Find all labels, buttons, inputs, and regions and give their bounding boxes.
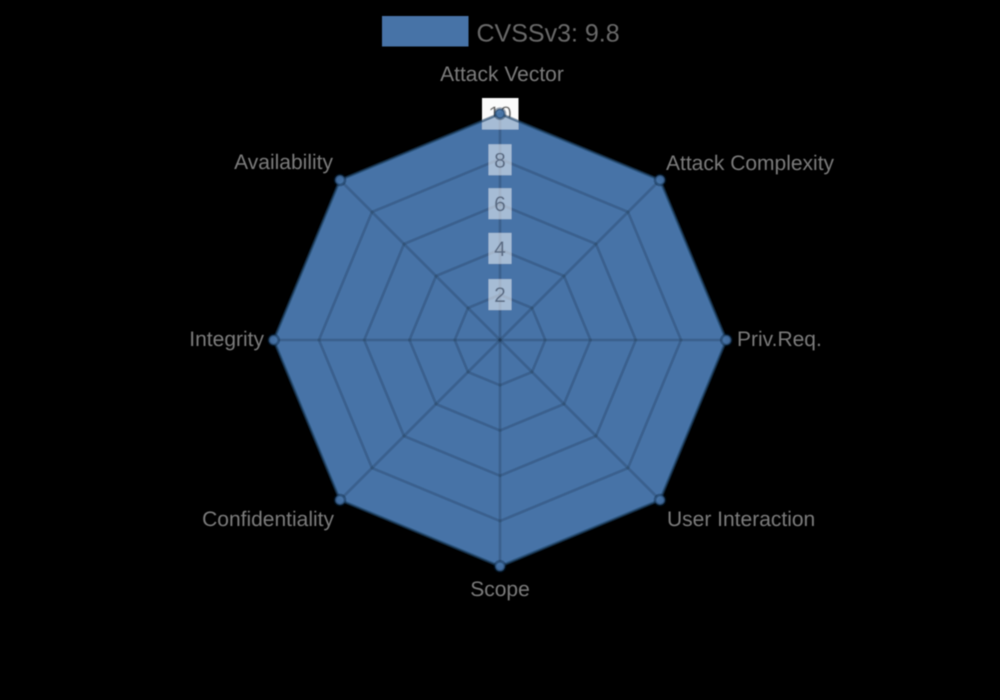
svg-text:Availability: Availability (234, 151, 333, 174)
svg-text:CVSSv3: 9.8: CVSSv3: 9.8 (477, 20, 620, 48)
svg-text:4: 4 (494, 238, 506, 261)
svg-text:Attack Vector: Attack Vector (440, 63, 564, 86)
svg-text:2: 2 (494, 284, 506, 307)
svg-text:Integrity: Integrity (189, 328, 264, 351)
svg-text:6: 6 (494, 193, 506, 216)
svg-text:8: 8 (494, 149, 506, 172)
svg-text:User Interaction: User Interaction (667, 508, 815, 531)
svg-text:Confidentiality: Confidentiality (202, 508, 334, 531)
svg-text:Attack Complexity: Attack Complexity (666, 152, 835, 175)
svg-text:Scope: Scope (470, 578, 530, 601)
svg-text:Priv.Req.: Priv.Req. (737, 328, 822, 351)
